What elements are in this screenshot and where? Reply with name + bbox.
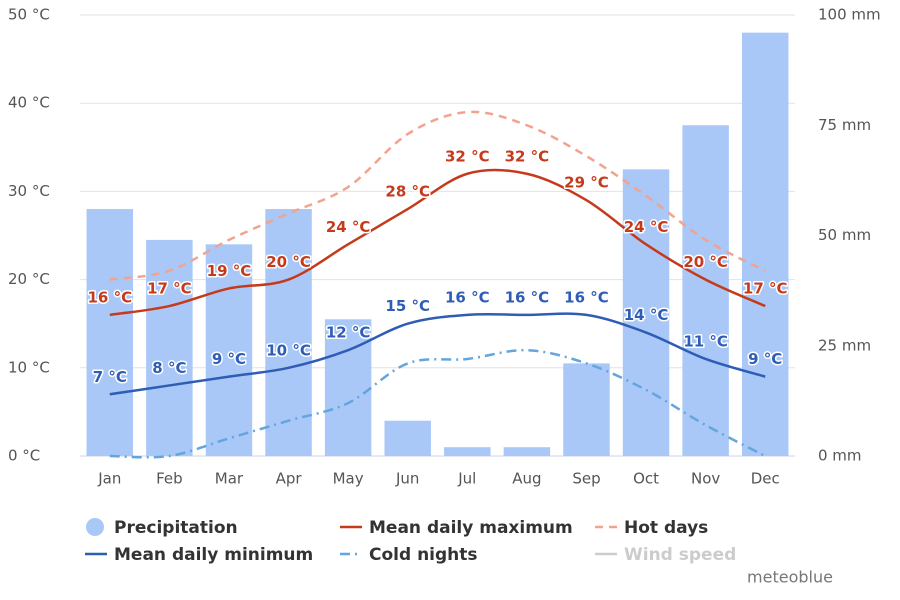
bar bbox=[444, 447, 491, 456]
x-tick-label: Feb bbox=[156, 470, 183, 488]
bar bbox=[146, 239, 193, 456]
y-tick-label: 30 °C bbox=[8, 182, 50, 200]
bar bbox=[205, 244, 253, 456]
bar bbox=[622, 169, 670, 456]
y2-tick-label: 50 mm bbox=[818, 226, 871, 244]
line bbox=[109, 312, 766, 396]
x-tick-label: Mar bbox=[215, 470, 244, 488]
legend-label: Mean daily minimum bbox=[114, 545, 313, 565]
bar bbox=[384, 420, 431, 456]
y2-tick-label: 25 mm bbox=[818, 336, 871, 354]
bar bbox=[265, 209, 312, 456]
x-tick-label: Jan bbox=[97, 470, 121, 488]
data-label: 9 °C bbox=[748, 350, 782, 368]
data-label: 24 °C bbox=[326, 218, 371, 236]
data-label: 20 °C bbox=[266, 253, 311, 271]
data-label: 17 °C bbox=[743, 280, 788, 298]
line bbox=[109, 168, 766, 317]
legend-label: Hot days bbox=[624, 518, 708, 538]
x-tick-label: Jun bbox=[395, 470, 419, 488]
data-label: 12 °C bbox=[326, 324, 371, 342]
data-label: 10 °C bbox=[266, 341, 311, 359]
data-label: 9 °C bbox=[212, 350, 246, 368]
x-tick-label: Apr bbox=[276, 470, 303, 488]
data-label: 7 °C bbox=[93, 368, 127, 386]
y-tick-label: 20 °C bbox=[8, 270, 50, 288]
y2-tick-label: 75 mm bbox=[818, 116, 871, 134]
line bbox=[109, 348, 766, 459]
data-label: 28 °C bbox=[385, 183, 430, 201]
data-label: 16 °C bbox=[87, 288, 132, 306]
legend-symbol bbox=[86, 518, 104, 536]
x-tick-label: Dec bbox=[751, 470, 780, 488]
legend-label: Mean daily maximum bbox=[369, 518, 573, 538]
x-tick-label: Nov bbox=[691, 470, 720, 488]
legend-label: Cold nights bbox=[369, 545, 478, 565]
data-label: 17 °C bbox=[147, 280, 192, 298]
data-label: 16 °C bbox=[505, 288, 550, 306]
bar bbox=[682, 125, 729, 456]
data-label: 20 °C bbox=[683, 253, 728, 271]
credit: meteoblue bbox=[747, 568, 833, 587]
data-label: 24 °C bbox=[624, 218, 669, 236]
data-label: 19 °C bbox=[207, 262, 252, 280]
bar bbox=[563, 363, 610, 456]
y-tick-label: 50 °C bbox=[8, 6, 50, 24]
bar bbox=[86, 209, 134, 456]
data-label: 32 °C bbox=[505, 147, 550, 165]
legend-label: Precipitation bbox=[114, 518, 238, 538]
bar bbox=[503, 447, 551, 456]
data-label: 14 °C bbox=[624, 306, 669, 324]
line bbox=[109, 110, 766, 281]
x-tick-label: May bbox=[333, 470, 364, 488]
x-tick-label: Aug bbox=[512, 470, 541, 488]
data-label: 8 °C bbox=[152, 359, 186, 377]
y-tick-label: 10 °C bbox=[8, 358, 50, 376]
legend-label: Wind speed bbox=[624, 545, 736, 565]
y-tick-label: 0 °C bbox=[8, 447, 40, 465]
data-label: 16 °C bbox=[564, 288, 609, 306]
x-tick-label: Oct bbox=[633, 470, 659, 488]
data-label: 32 °C bbox=[445, 147, 490, 165]
bar bbox=[741, 32, 789, 456]
data-label: 29 °C bbox=[564, 174, 609, 192]
data-label: 11 °C bbox=[683, 332, 728, 350]
y2-tick-label: 0 mm bbox=[818, 447, 862, 465]
data-label: 15 °C bbox=[385, 297, 430, 315]
y2-tick-label: 100 mm bbox=[818, 6, 881, 24]
data-label: 16 °C bbox=[445, 288, 490, 306]
x-tick-label: Jul bbox=[457, 470, 476, 488]
x-tick-label: Sep bbox=[572, 470, 600, 488]
y-tick-label: 40 °C bbox=[8, 94, 50, 112]
